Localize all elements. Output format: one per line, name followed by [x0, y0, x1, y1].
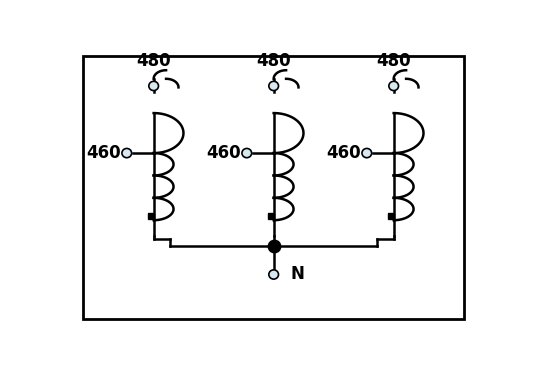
Ellipse shape	[122, 148, 131, 158]
Ellipse shape	[389, 81, 398, 91]
Ellipse shape	[269, 270, 279, 279]
Ellipse shape	[362, 148, 372, 158]
Ellipse shape	[269, 81, 279, 91]
Text: N: N	[290, 266, 304, 283]
FancyBboxPatch shape	[83, 56, 464, 319]
Ellipse shape	[242, 148, 252, 158]
Text: 460: 460	[327, 144, 362, 162]
Ellipse shape	[149, 81, 159, 91]
Text: 480: 480	[136, 52, 171, 70]
Text: 460: 460	[87, 144, 121, 162]
Text: 480: 480	[256, 52, 291, 70]
Text: 480: 480	[376, 52, 411, 70]
Text: 460: 460	[207, 144, 241, 162]
